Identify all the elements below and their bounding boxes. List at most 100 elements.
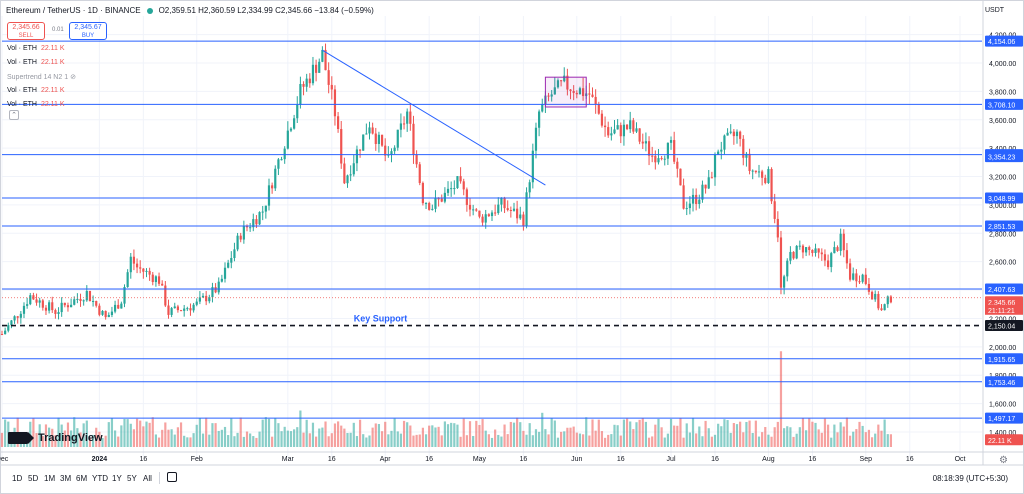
settings-gear-icon[interactable]: ⚙ xyxy=(999,455,1008,466)
volume-bar xyxy=(556,437,560,447)
hidden-eye-icon[interactable]: ⊘ xyxy=(70,74,76,81)
clock-timezone[interactable]: 08:18:39 (UTC+5:30) xyxy=(932,474,1008,483)
volume-bar xyxy=(704,420,707,447)
candle-body xyxy=(16,316,19,318)
timeframe-6m[interactable]: 6M xyxy=(76,474,88,483)
candle-body xyxy=(792,251,795,259)
timeframe-5d[interactable]: 5D xyxy=(28,474,39,483)
candle-body xyxy=(377,134,381,144)
candle-body xyxy=(663,158,666,160)
candle-body xyxy=(26,304,29,306)
candle-body xyxy=(443,192,446,202)
volume-bar xyxy=(585,417,588,447)
go-to-date-calendar-icon[interactable] xyxy=(167,472,177,482)
candle-body xyxy=(51,302,54,311)
candle-body xyxy=(883,304,886,311)
tradingview-wordmark: TradingView xyxy=(38,432,103,444)
candle-body xyxy=(126,272,129,288)
candle-body xyxy=(145,270,148,272)
candle-body xyxy=(880,308,883,311)
volume-bar xyxy=(236,432,239,447)
currency-label[interactable]: USDT xyxy=(985,7,1005,14)
timeframe-1d[interactable]: 1D xyxy=(12,474,23,483)
volume-bar xyxy=(365,437,368,447)
level-price-label: 3,708.10 xyxy=(988,102,1015,109)
indicator-volume-4[interactable]: Vol · ETH 22.11 K xyxy=(7,101,65,108)
volume-bar xyxy=(412,435,415,447)
volume-bar xyxy=(421,427,424,447)
level-price-label: 3,354.23 xyxy=(988,155,1015,162)
volume-bar xyxy=(255,437,258,447)
candle-body xyxy=(509,210,512,212)
candle-body xyxy=(208,297,211,302)
candle-body xyxy=(732,131,735,137)
timeframe-all[interactable]: All xyxy=(143,474,152,483)
candle-body xyxy=(669,140,673,143)
volume-bar xyxy=(355,436,359,447)
volume-bar xyxy=(289,431,293,447)
volume-bar xyxy=(230,418,233,447)
candle-body xyxy=(786,260,789,277)
volume-bar xyxy=(792,436,795,447)
volume-bar xyxy=(311,422,315,447)
candle-body xyxy=(773,201,776,219)
candle-body xyxy=(223,267,227,279)
candle-body xyxy=(418,164,421,183)
candle-body xyxy=(362,134,365,151)
candle-body xyxy=(635,128,638,132)
candle-body xyxy=(588,93,591,95)
candle-body xyxy=(820,252,823,255)
key-support-annotation: Key Support xyxy=(354,314,408,324)
indicator-volume-3[interactable]: Vol · ETH 22.11 K xyxy=(7,87,65,94)
volume-bar xyxy=(299,410,302,447)
volume-bar xyxy=(603,437,607,447)
indicator-supertrend[interactable]: Supertrend 14 N2 1 ⊘ xyxy=(7,74,76,81)
volume-bar xyxy=(252,436,255,447)
volume-bar xyxy=(346,432,349,447)
candle-body xyxy=(673,140,676,162)
volume-bar xyxy=(424,434,428,447)
indicator-volume-1[interactable]: Vol · ETH 22.11 K xyxy=(7,45,65,52)
volume-bar xyxy=(660,427,663,447)
candle-body xyxy=(305,78,308,87)
candle-body xyxy=(685,208,688,210)
level-price-label-bg xyxy=(985,35,1023,47)
buy-label: BUY xyxy=(81,33,95,39)
timeframe-ytd[interactable]: YTD xyxy=(92,474,108,483)
timeframe-1y[interactable]: 1Y xyxy=(112,474,122,483)
volume-bars xyxy=(0,351,893,447)
volume-bar xyxy=(801,418,805,447)
y-tick-label: 3,600.00 xyxy=(989,118,1016,125)
candle-body xyxy=(701,184,704,200)
volume-bar xyxy=(852,431,855,447)
candle-body xyxy=(409,111,412,124)
volume-bar xyxy=(531,435,534,447)
symbol-title[interactable]: Ethereum / TetherUS · 1D · BINANCE xyxy=(6,6,141,15)
volume-bar xyxy=(440,435,443,447)
volume-bar xyxy=(682,437,685,447)
candle-body xyxy=(751,170,754,172)
volume-bar xyxy=(830,437,833,447)
sell-button[interactable]: 2,345.66 SELL xyxy=(7,22,45,40)
volume-bar xyxy=(63,430,66,447)
candle-body xyxy=(349,174,352,176)
volume-bar xyxy=(418,434,421,447)
collapse-legend-icon[interactable]: ⌃ xyxy=(9,110,19,120)
indicator-volume-2[interactable]: Vol · ETH 22.11 K xyxy=(7,59,65,66)
volume-bar xyxy=(393,418,396,447)
timeframe-3m[interactable]: 3M xyxy=(60,474,72,483)
timeframe-1m[interactable]: 1M xyxy=(44,474,56,483)
candle-body xyxy=(848,263,852,280)
timeframe-5y[interactable]: 5Y xyxy=(127,474,137,483)
volume-bar xyxy=(54,435,57,447)
volume-bar xyxy=(223,426,227,447)
volume-bar xyxy=(506,434,509,447)
buy-button[interactable]: 2,345.67 BUY xyxy=(69,22,107,40)
volume-bar xyxy=(613,424,616,447)
volume-bar xyxy=(748,420,751,447)
volume-bar xyxy=(217,430,220,447)
candle-body xyxy=(547,95,550,97)
volume-bar xyxy=(227,435,230,447)
volume-bar xyxy=(861,425,864,447)
